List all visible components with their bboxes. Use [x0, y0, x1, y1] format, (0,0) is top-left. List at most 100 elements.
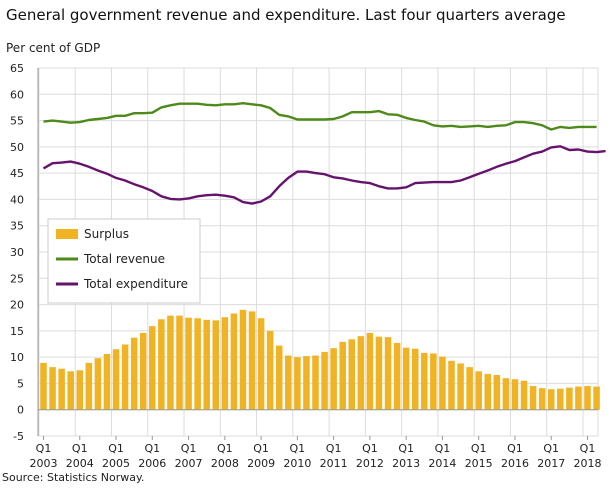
- y-tick-label: 25: [10, 272, 24, 285]
- x-tick-year: 2006: [138, 457, 166, 470]
- x-tick-quarter: Q1: [507, 442, 523, 455]
- surplus-bar: [584, 386, 591, 410]
- surplus-bar: [275, 345, 283, 410]
- x-tick-quarter: Q1: [181, 442, 197, 455]
- x-tick-year: 2003: [30, 457, 58, 470]
- surplus-bar: [502, 378, 510, 410]
- y-tick-label: 35: [10, 220, 24, 233]
- x-tick-quarter: Q1: [144, 442, 160, 455]
- legend-swatch-surplus: [56, 229, 78, 239]
- surplus-bar: [185, 317, 192, 410]
- surplus-bar: [520, 380, 528, 410]
- y-tick-label: 55: [10, 115, 24, 128]
- surplus-bar: [248, 311, 256, 410]
- x-tick-quarter: Q1: [543, 442, 559, 455]
- surplus-bar: [411, 348, 419, 410]
- x-tick-year: 2013: [392, 457, 420, 470]
- surplus-bar: [194, 318, 201, 410]
- x-tick-year: 2018: [574, 457, 602, 470]
- total-expenditure-line: [42, 145, 606, 205]
- x-tick-year: 2016: [501, 457, 529, 470]
- x-tick-quarter: Q1: [290, 442, 306, 455]
- surplus-bar: [493, 375, 501, 410]
- x-tick-quarter: Q1: [253, 442, 269, 455]
- surplus-bar: [566, 387, 573, 410]
- y-tick-label: 10: [10, 351, 24, 364]
- x-tick-quarter: Q1: [398, 442, 414, 455]
- surplus-bar: [139, 332, 147, 410]
- surplus-bar: [285, 355, 292, 410]
- surplus-bar: [538, 388, 546, 410]
- surplus-bar: [103, 353, 111, 410]
- y-tick-label: 65: [10, 62, 24, 75]
- surplus-bar: [448, 360, 455, 410]
- x-tick-year: 2005: [102, 457, 130, 470]
- surplus-bar: [330, 348, 337, 410]
- x-tick-quarter: Q1: [217, 442, 233, 455]
- x-tick-year: 2017: [537, 457, 565, 470]
- surplus-bar: [348, 339, 356, 410]
- x-tick-year: 2010: [283, 457, 311, 470]
- surplus-bar: [294, 357, 301, 410]
- surplus-bar: [85, 362, 93, 410]
- legend-label-surplus: Surplus: [84, 227, 129, 241]
- surplus-bar: [221, 317, 229, 410]
- y-tick-label: -5: [13, 430, 24, 443]
- legend-label-total-expenditure: Total expenditure: [83, 277, 188, 291]
- x-tick-quarter: Q1: [435, 442, 451, 455]
- surplus-bar: [130, 337, 138, 410]
- legend-label-total-revenue: Total revenue: [83, 252, 165, 266]
- surplus-bar: [466, 367, 473, 410]
- surplus-bar: [40, 362, 47, 410]
- surplus-bar: [176, 315, 183, 410]
- surplus-bar: [339, 341, 346, 410]
- x-tick-year: 2004: [66, 457, 94, 470]
- x-tick-year: 2008: [211, 457, 239, 470]
- surplus-bar: [439, 356, 446, 410]
- surplus-bar: [266, 330, 274, 410]
- surplus-bar: [529, 386, 537, 410]
- x-tick-quarter: Q1: [72, 442, 88, 455]
- surplus-bar: [94, 358, 102, 410]
- surplus-bar: [303, 356, 310, 410]
- x-tick-quarter: Q1: [580, 442, 596, 455]
- y-tick-label: 0: [17, 404, 24, 417]
- surplus-bar: [557, 388, 564, 410]
- y-tick-label: 40: [10, 193, 24, 206]
- surplus-bar: [357, 336, 365, 410]
- x-tick-quarter: Q1: [471, 442, 487, 455]
- x-tick-year: 2007: [175, 457, 203, 470]
- x-tick-year: 2015: [465, 457, 493, 470]
- surplus-bar: [230, 313, 238, 410]
- surplus-bar: [430, 353, 437, 410]
- surplus-bar: [402, 347, 410, 410]
- x-tick-quarter: Q1: [362, 442, 378, 455]
- surplus-bar: [158, 319, 165, 410]
- x-tick-year: 2014: [428, 457, 456, 470]
- surplus-bar: [149, 326, 156, 410]
- surplus-bar: [457, 363, 464, 410]
- total-revenue-line: [43, 101, 597, 131]
- y-tick-label: 30: [10, 246, 24, 259]
- surplus-bar: [366, 332, 374, 410]
- y-tick-label: 20: [10, 299, 24, 312]
- surplus-bar: [76, 370, 84, 410]
- surplus-bar: [58, 368, 65, 410]
- x-tick-year: 2009: [247, 457, 275, 470]
- x-tick-year: 2012: [356, 457, 384, 470]
- source-note: Source: Statistics Norway.: [2, 471, 145, 484]
- x-tick-quarter: Q1: [326, 442, 342, 455]
- surplus-bar: [393, 342, 401, 410]
- surplus-bar: [203, 319, 210, 410]
- x-tick-quarter: Q1: [36, 442, 52, 455]
- x-tick-year: 2011: [320, 457, 348, 470]
- surplus-bar: [257, 318, 265, 410]
- surplus-bar: [375, 336, 383, 410]
- chart-title: General government revenue and expenditu…: [6, 6, 566, 24]
- surplus-bar: [212, 320, 220, 410]
- surplus-bar: [547, 389, 555, 410]
- y-tick-label: 15: [10, 325, 24, 338]
- surplus-bar: [49, 367, 56, 410]
